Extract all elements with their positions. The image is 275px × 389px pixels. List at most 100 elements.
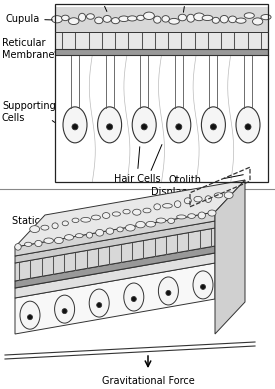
Ellipse shape — [205, 196, 211, 202]
Ellipse shape — [220, 16, 228, 23]
Ellipse shape — [62, 15, 69, 21]
Ellipse shape — [236, 18, 246, 23]
Polygon shape — [15, 246, 215, 288]
Ellipse shape — [106, 228, 114, 234]
Bar — [55, 55, 268, 182]
Ellipse shape — [52, 223, 58, 229]
Text: Cupula: Cupula — [5, 14, 52, 24]
Ellipse shape — [20, 301, 40, 329]
Ellipse shape — [119, 16, 129, 21]
Ellipse shape — [24, 242, 32, 246]
Ellipse shape — [245, 124, 251, 130]
Ellipse shape — [95, 17, 103, 24]
Ellipse shape — [193, 271, 213, 299]
Ellipse shape — [212, 18, 219, 23]
Ellipse shape — [128, 16, 137, 21]
Ellipse shape — [72, 124, 78, 130]
Text: Reticular
Membrane: Reticular Membrane — [2, 38, 54, 60]
Ellipse shape — [124, 283, 144, 311]
Ellipse shape — [89, 289, 109, 317]
Ellipse shape — [62, 221, 68, 226]
Ellipse shape — [210, 124, 216, 130]
Text: Striola: Striola — [170, 0, 202, 12]
Bar — [55, 7, 268, 32]
Ellipse shape — [198, 212, 205, 219]
Ellipse shape — [98, 107, 122, 143]
Ellipse shape — [146, 221, 156, 227]
Ellipse shape — [86, 232, 92, 238]
Ellipse shape — [112, 212, 120, 216]
Ellipse shape — [91, 215, 100, 220]
Ellipse shape — [168, 218, 175, 224]
Ellipse shape — [107, 124, 112, 130]
Text: Static Tilt: Static Tilt — [12, 216, 58, 226]
Ellipse shape — [97, 303, 102, 308]
Ellipse shape — [68, 18, 79, 25]
Ellipse shape — [125, 224, 135, 231]
Ellipse shape — [187, 14, 195, 22]
Ellipse shape — [154, 16, 161, 23]
Ellipse shape — [176, 124, 182, 130]
Ellipse shape — [252, 18, 263, 25]
Ellipse shape — [111, 18, 120, 24]
Ellipse shape — [188, 214, 196, 218]
Text: Otoconia: Otoconia — [78, 0, 122, 11]
Text: Gravitational Force: Gravitational Force — [102, 376, 194, 386]
Ellipse shape — [194, 196, 202, 202]
Ellipse shape — [28, 315, 32, 320]
Ellipse shape — [79, 13, 86, 21]
Ellipse shape — [102, 212, 110, 219]
Ellipse shape — [202, 15, 213, 21]
Ellipse shape — [178, 14, 186, 21]
Ellipse shape — [201, 107, 225, 143]
Ellipse shape — [35, 240, 42, 247]
Ellipse shape — [15, 244, 21, 250]
Ellipse shape — [133, 209, 141, 215]
Ellipse shape — [44, 238, 53, 244]
Ellipse shape — [96, 230, 104, 236]
Ellipse shape — [163, 203, 172, 208]
Ellipse shape — [52, 16, 62, 23]
Ellipse shape — [174, 201, 181, 208]
Ellipse shape — [167, 107, 191, 143]
Bar — [55, 49, 268, 55]
Polygon shape — [15, 221, 215, 263]
Text: Otolith
Displacement: Otolith Displacement — [151, 175, 243, 197]
Ellipse shape — [136, 221, 145, 228]
Ellipse shape — [162, 16, 169, 22]
Ellipse shape — [244, 13, 254, 18]
Ellipse shape — [144, 12, 154, 19]
Bar — [55, 4, 268, 182]
Ellipse shape — [131, 296, 136, 301]
Ellipse shape — [123, 209, 130, 214]
Polygon shape — [15, 180, 245, 247]
Ellipse shape — [30, 226, 40, 233]
Ellipse shape — [177, 215, 186, 219]
Ellipse shape — [200, 284, 205, 289]
Ellipse shape — [103, 16, 111, 22]
Ellipse shape — [54, 237, 63, 244]
Text: Supporting
Cells: Supporting Cells — [2, 101, 56, 123]
Ellipse shape — [154, 204, 161, 210]
Ellipse shape — [194, 13, 205, 21]
Ellipse shape — [87, 14, 94, 19]
Ellipse shape — [63, 107, 87, 143]
Polygon shape — [15, 228, 215, 281]
Ellipse shape — [141, 124, 147, 130]
Ellipse shape — [169, 18, 179, 24]
Polygon shape — [215, 180, 245, 334]
Ellipse shape — [166, 291, 171, 296]
Ellipse shape — [143, 208, 151, 213]
Text: Hair Cells: Hair Cells — [114, 147, 160, 184]
Polygon shape — [15, 253, 215, 298]
Ellipse shape — [62, 308, 67, 314]
Ellipse shape — [158, 277, 178, 305]
Ellipse shape — [224, 192, 233, 198]
Ellipse shape — [208, 210, 216, 216]
Ellipse shape — [261, 14, 271, 20]
Ellipse shape — [72, 218, 79, 223]
Ellipse shape — [184, 198, 191, 204]
Ellipse shape — [55, 295, 75, 323]
Ellipse shape — [137, 15, 144, 21]
Ellipse shape — [75, 234, 83, 238]
